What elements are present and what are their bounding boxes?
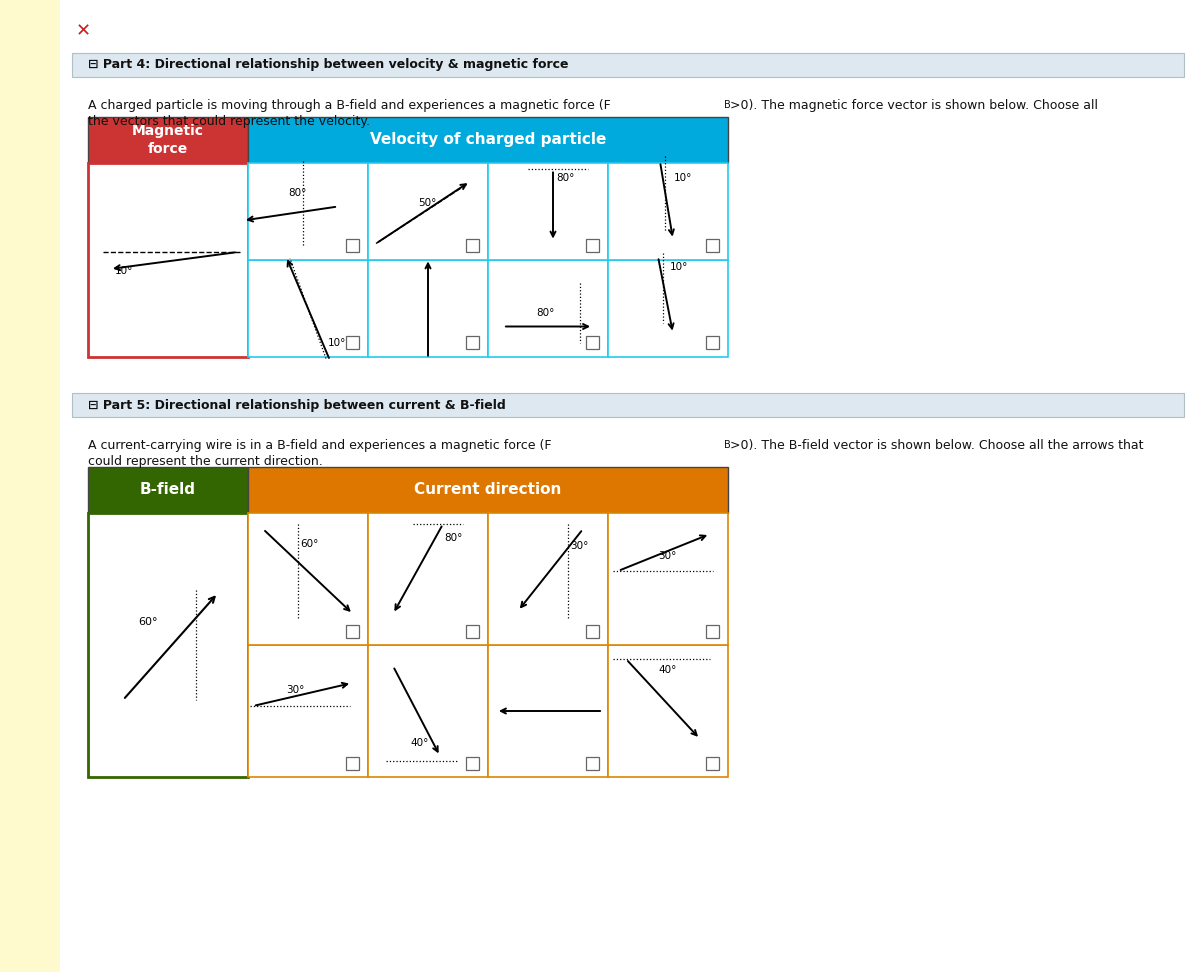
Bar	[586, 239, 599, 253]
Text: B: B	[724, 440, 731, 450]
Bar	[248, 260, 368, 357]
Bar	[346, 624, 359, 638]
Text: 80°: 80°	[288, 189, 306, 198]
Bar	[706, 336, 719, 350]
Bar	[88, 467, 248, 513]
Bar	[466, 624, 479, 638]
Bar	[368, 260, 488, 357]
Text: ✕: ✕	[76, 22, 91, 40]
Bar	[706, 239, 719, 253]
Text: >0). The magnetic force vector is shown below. Choose all: >0). The magnetic force vector is shown …	[730, 99, 1098, 112]
Text: 40°: 40°	[658, 665, 677, 675]
Text: A charged particle is moving through a B-field and experiences a magnetic force : A charged particle is moving through a B…	[88, 99, 611, 112]
Bar	[608, 260, 728, 357]
Bar	[88, 513, 248, 777]
Text: 80°: 80°	[536, 308, 554, 319]
Text: 10°: 10°	[328, 338, 347, 349]
Bar	[586, 336, 599, 350]
Bar	[72, 53, 1184, 77]
Text: Magnetic
force: Magnetic force	[132, 124, 204, 156]
Text: 30°: 30°	[658, 551, 677, 561]
Bar	[466, 239, 479, 253]
Bar	[346, 756, 359, 770]
Text: 30°: 30°	[570, 541, 588, 551]
Bar	[488, 513, 608, 645]
Text: 40°: 40°	[410, 738, 428, 748]
Bar	[608, 645, 728, 777]
Bar	[248, 163, 368, 260]
Text: 50°: 50°	[418, 198, 437, 209]
Bar	[466, 756, 479, 770]
Bar	[488, 163, 608, 260]
Text: Velocity of charged particle: Velocity of charged particle	[370, 132, 606, 148]
Bar	[608, 163, 728, 260]
Bar	[586, 756, 599, 770]
Text: 10°: 10°	[674, 173, 692, 184]
Bar	[488, 260, 608, 357]
Bar	[88, 117, 248, 163]
Bar	[706, 756, 719, 770]
Bar	[248, 645, 368, 777]
Bar	[248, 513, 368, 645]
Text: ⊟ Part 4: Directional relationship between velocity & magnetic force: ⊟ Part 4: Directional relationship betwe…	[88, 58, 569, 72]
Text: B-field: B-field	[140, 482, 196, 498]
Bar	[488, 645, 608, 777]
Text: 80°: 80°	[444, 533, 462, 543]
Text: ⊟ Part 5: Directional relationship between current & B-field: ⊟ Part 5: Directional relationship betwe…	[88, 399, 505, 411]
Bar	[0, 0, 60, 972]
Text: the vectors that could represent the velocity.: the vectors that could represent the vel…	[88, 115, 370, 128]
Bar	[368, 645, 488, 777]
Text: 60°: 60°	[138, 617, 157, 627]
Text: 10°: 10°	[115, 266, 133, 276]
Bar	[368, 163, 488, 260]
Bar	[346, 239, 359, 253]
Text: 60°: 60°	[300, 539, 318, 549]
Bar	[608, 513, 728, 645]
Text: could represent the current direction.: could represent the current direction.	[88, 455, 323, 468]
Bar	[586, 624, 599, 638]
Text: Current direction: Current direction	[414, 482, 562, 498]
Bar	[368, 513, 488, 645]
Bar	[248, 467, 728, 513]
Bar	[88, 163, 248, 357]
Text: 80°: 80°	[556, 173, 575, 184]
Text: >0). The B-field vector is shown below. Choose all the arrows that: >0). The B-field vector is shown below. …	[730, 439, 1144, 452]
Text: 10°: 10°	[670, 262, 689, 272]
Bar	[706, 624, 719, 638]
Text: 30°: 30°	[286, 685, 305, 695]
Bar	[346, 336, 359, 350]
Bar	[466, 336, 479, 350]
Text: B: B	[724, 100, 731, 110]
Bar	[72, 393, 1184, 417]
Text: A current-carrying wire is in a B-field and experiences a magnetic force (F: A current-carrying wire is in a B-field …	[88, 439, 552, 452]
Bar	[248, 117, 728, 163]
